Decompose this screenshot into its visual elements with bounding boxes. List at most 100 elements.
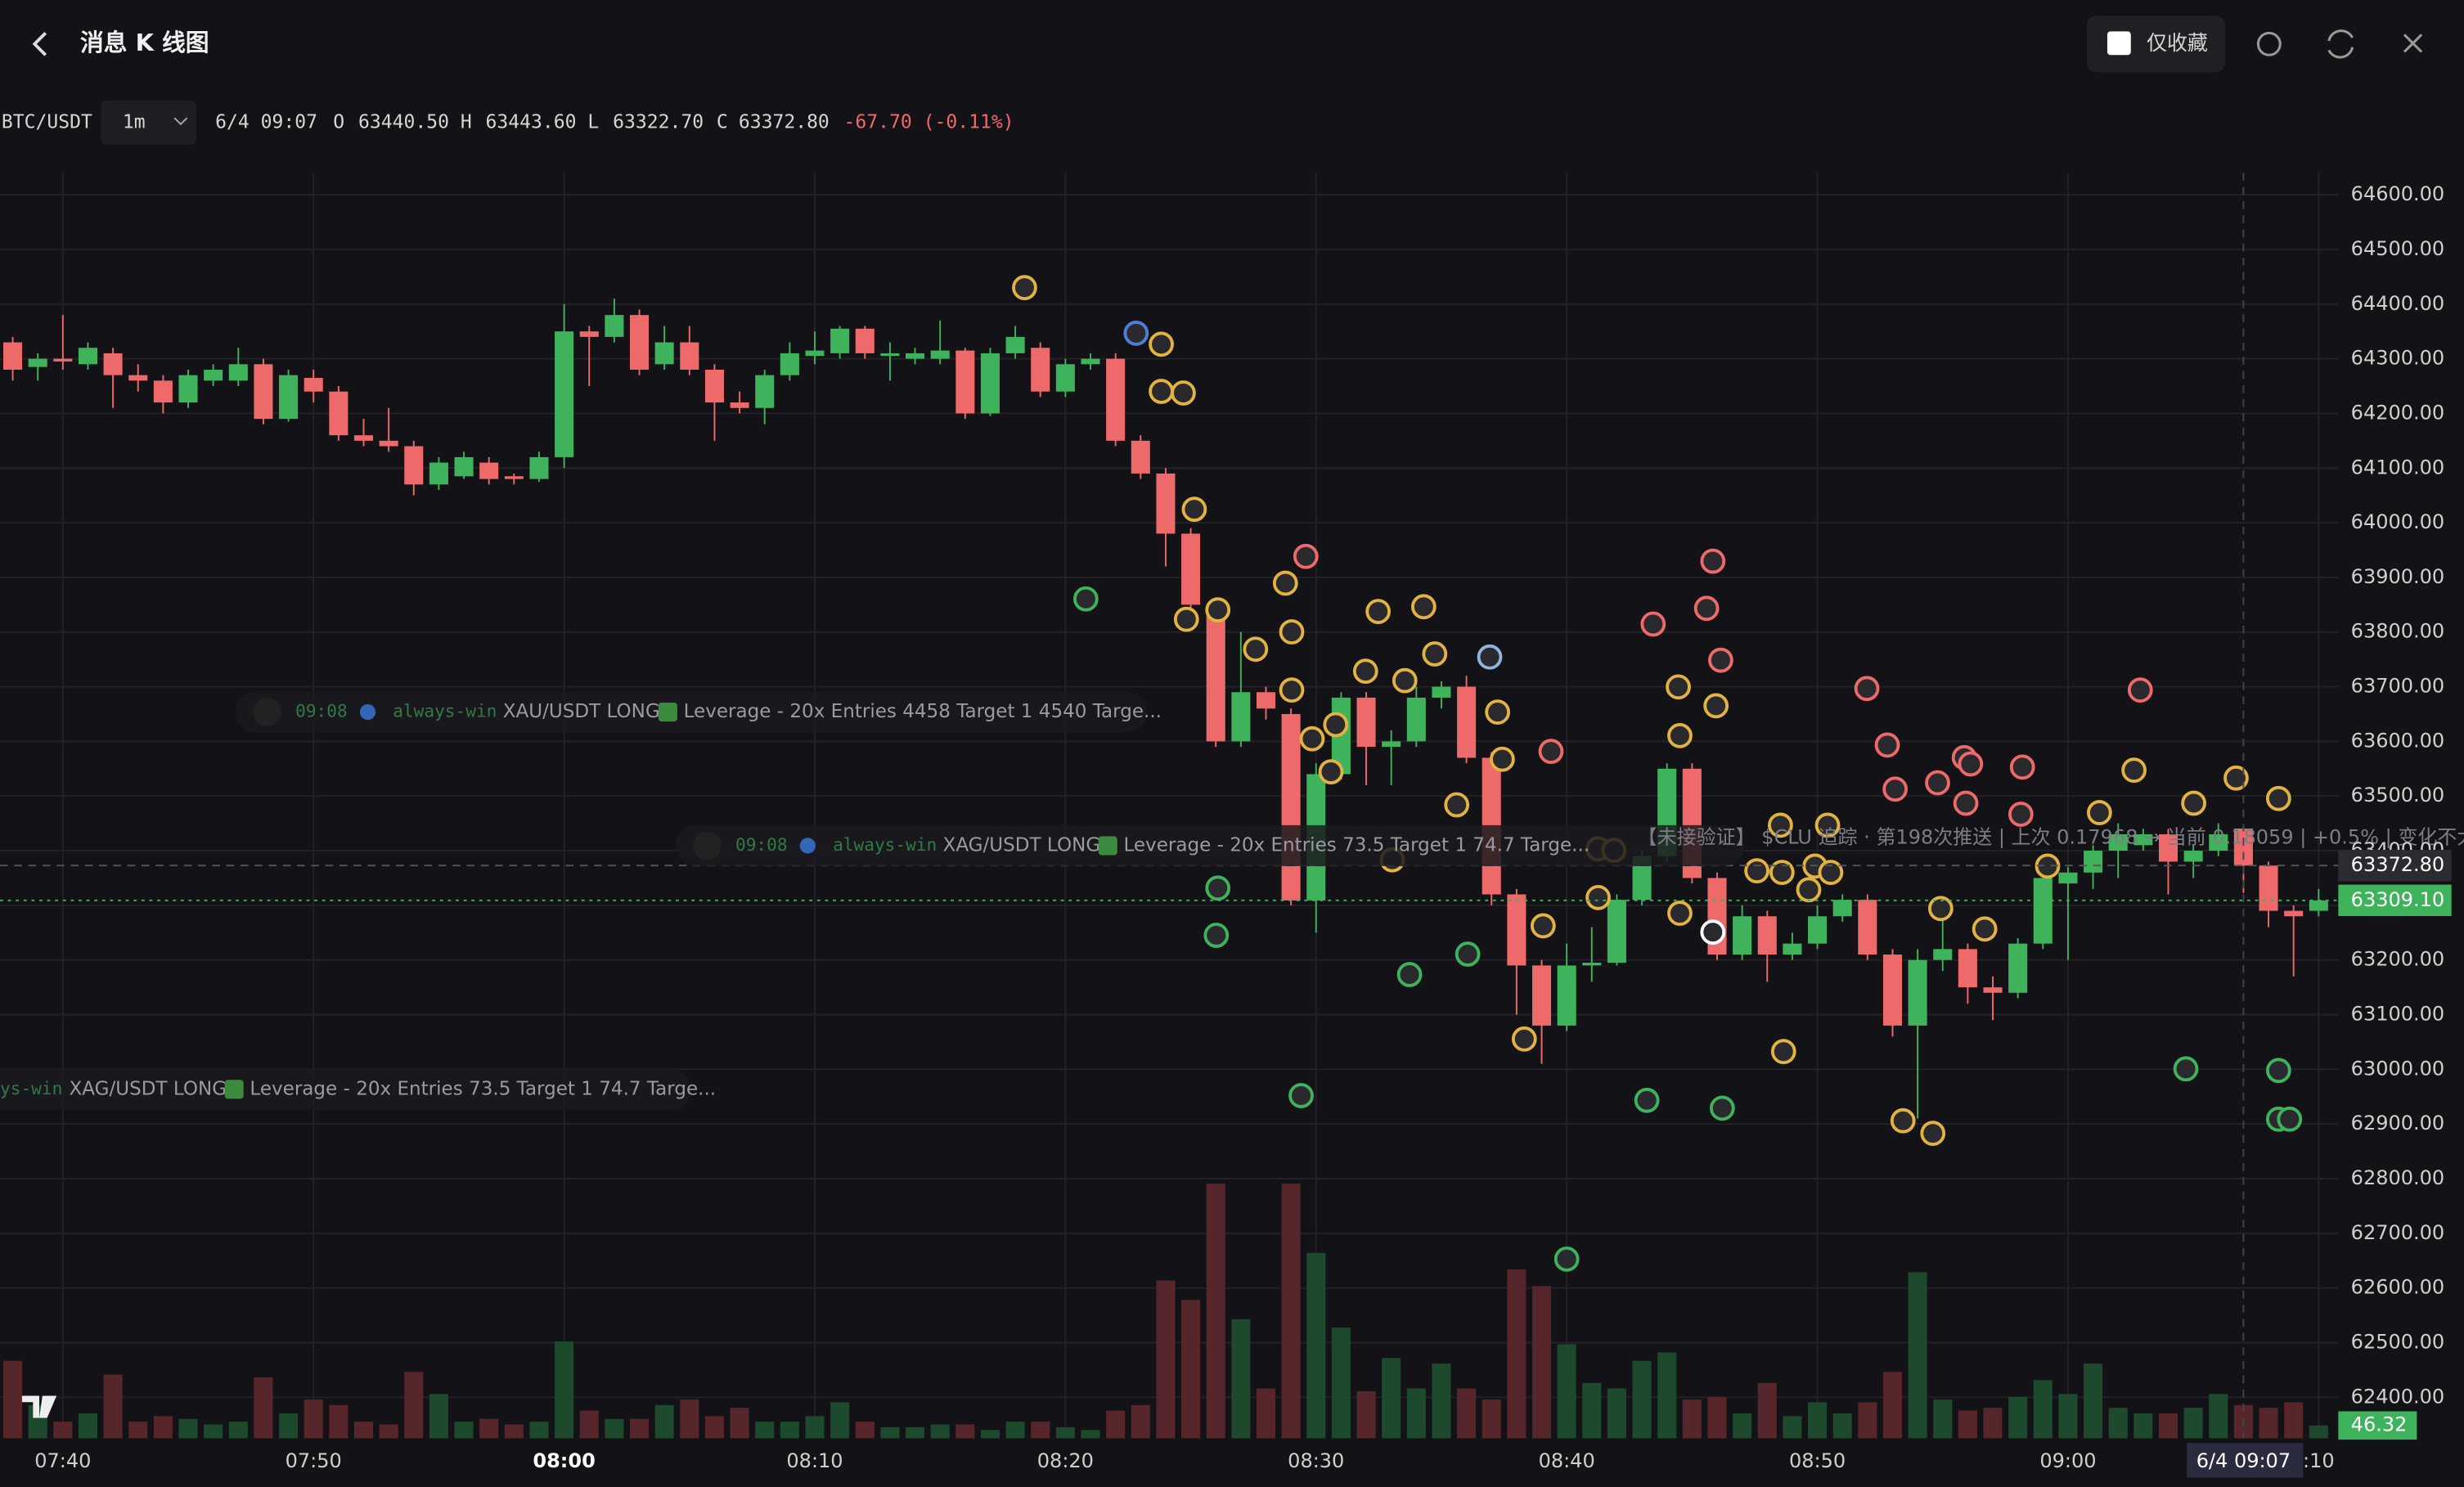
- message-avatar[interactable]: [1072, 586, 1099, 612]
- message-avatar[interactable]: [1538, 739, 1564, 764]
- message-avatar[interactable]: [1700, 919, 1726, 945]
- message-avatar[interactable]: [1323, 712, 1349, 738]
- message-avatar[interactable]: [1890, 1107, 1916, 1134]
- message-avatar[interactable]: [1585, 884, 1611, 910]
- message-avatar[interactable]: [1173, 606, 1199, 632]
- message-avatar[interactable]: [1171, 380, 1196, 406]
- message-avatar[interactable]: [1709, 1095, 1735, 1121]
- message-avatar[interactable]: [1667, 901, 1693, 926]
- message-avatar[interactable]: [1299, 726, 1325, 752]
- volume-bar: [454, 1422, 474, 1439]
- close-icon[interactable]: [2403, 34, 2423, 53]
- message-avatar[interactable]: [2008, 802, 2034, 827]
- message-avatar[interactable]: [1365, 599, 1392, 624]
- message-avatar[interactable]: [2265, 785, 2291, 811]
- message-avatar[interactable]: [1243, 636, 1269, 663]
- message-avatar[interactable]: [1958, 751, 1984, 777]
- message-avatar[interactable]: [1205, 597, 1231, 623]
- candle-body: [880, 353, 900, 357]
- message-bubble[interactable]: [675, 824, 1745, 866]
- message-avatar[interactable]: [1634, 1087, 1660, 1113]
- message-avatar[interactable]: [2173, 1056, 2199, 1082]
- message-avatar[interactable]: [1123, 321, 1149, 346]
- message-avatar[interactable]: [1530, 913, 1556, 939]
- message-avatar[interactable]: [1768, 812, 1793, 838]
- message-avatar[interactable]: [2086, 800, 2112, 825]
- message-avatar[interactable]: [1511, 1026, 1537, 1052]
- message-avatar[interactable]: [1874, 732, 1900, 758]
- message-avatar[interactable]: [1854, 676, 1880, 702]
- message-avatar[interactable]: [1927, 896, 1954, 922]
- message-avatar[interactable]: [1925, 770, 1950, 796]
- message-avatar[interactable]: [1203, 923, 1230, 948]
- y-tick-label: 64600.00: [2351, 182, 2444, 205]
- message-avatar[interactable]: [2181, 790, 2206, 816]
- message-avatar[interactable]: [1770, 1039, 1796, 1065]
- volume-bar: [128, 1422, 148, 1439]
- crosshair-time-box: [2187, 1443, 2304, 1478]
- message-avatar[interactable]: [1818, 860, 1844, 885]
- message-avatar[interactable]: [2223, 765, 2249, 791]
- message-avatar[interactable]: [1953, 790, 1979, 816]
- message-avatar[interactable]: [1205, 875, 1231, 901]
- interval-select[interactable]: [100, 100, 197, 145]
- message-avatar[interactable]: [1708, 647, 1733, 673]
- volume-bar: [2033, 1380, 2053, 1439]
- message-avatar[interactable]: [1288, 1083, 1314, 1108]
- volume-bar: [2108, 1408, 2128, 1439]
- message-avatar[interactable]: [1279, 677, 1305, 703]
- message-avatar[interactable]: [1422, 641, 1448, 667]
- favorites-toggle[interactable]: [2086, 16, 2226, 73]
- message-avatar[interactable]: [1744, 858, 1769, 884]
- message-avatar[interactable]: [1293, 543, 1319, 569]
- message-avatar[interactable]: [1272, 570, 1298, 596]
- message-avatar[interactable]: [1693, 595, 1720, 622]
- message-avatar[interactable]: [1667, 723, 1693, 748]
- message-avatar[interactable]: [1396, 962, 1423, 987]
- message-avatar[interactable]: [1920, 1121, 1946, 1146]
- message-avatar[interactable]: [1972, 916, 1998, 942]
- message-avatar[interactable]: [2265, 1058, 2291, 1084]
- message-avatar[interactable]: [2009, 754, 2035, 780]
- message-avatar[interactable]: [1796, 877, 1822, 903]
- message-avatar[interactable]: [1814, 812, 1841, 838]
- message-bubble[interactable]: [0, 1068, 692, 1110]
- message-avatar[interactable]: [1490, 746, 1515, 772]
- message-avatar[interactable]: [1149, 331, 1174, 357]
- message-avatar[interactable]: [2277, 1106, 2303, 1132]
- message-avatar[interactable]: [1392, 667, 1418, 694]
- volume-bar: [805, 1416, 825, 1439]
- message-avatar[interactable]: [1279, 619, 1305, 645]
- message-avatar[interactable]: [1666, 674, 1691, 700]
- message-avatar[interactable]: [1318, 759, 1344, 784]
- message-bubble[interactable]: [236, 691, 1148, 733]
- message-avatar[interactable]: [1444, 792, 1470, 818]
- settings-icon[interactable]: [2256, 31, 2282, 56]
- message-avatar[interactable]: [1455, 941, 1481, 967]
- message-avatar[interactable]: [1769, 860, 1795, 885]
- emoji: [1098, 836, 1117, 856]
- refresh-icon[interactable]: [2327, 29, 2354, 59]
- candle-body: [504, 476, 524, 479]
- message-avatar[interactable]: [1640, 611, 1666, 637]
- message-avatar[interactable]: [1012, 275, 1037, 301]
- message-avatar[interactable]: [1181, 496, 1207, 523]
- message-avatar[interactable]: [1477, 644, 1503, 670]
- back-button[interactable]: [32, 31, 47, 56]
- message-avatar[interactable]: [1410, 594, 1437, 620]
- volume-bar: [1356, 1390, 1376, 1439]
- volume-bar: [1933, 1399, 1953, 1439]
- close-value: 63372.80: [739, 111, 830, 133]
- message-avatar[interactable]: [1700, 548, 1726, 574]
- candle-body: [980, 353, 1000, 414]
- message-avatar[interactable]: [2127, 677, 2153, 703]
- message-avatar[interactable]: [1149, 379, 1174, 404]
- checkbox[interactable]: [2107, 31, 2131, 56]
- message-avatar[interactable]: [2121, 757, 2147, 784]
- message-avatar[interactable]: [1352, 658, 1378, 684]
- message-avatar[interactable]: [1703, 693, 1729, 719]
- candle-body: [128, 375, 148, 381]
- message-avatar[interactable]: [1485, 699, 1511, 725]
- message-avatar[interactable]: [1882, 776, 1908, 802]
- message-avatar[interactable]: [1553, 1246, 1580, 1272]
